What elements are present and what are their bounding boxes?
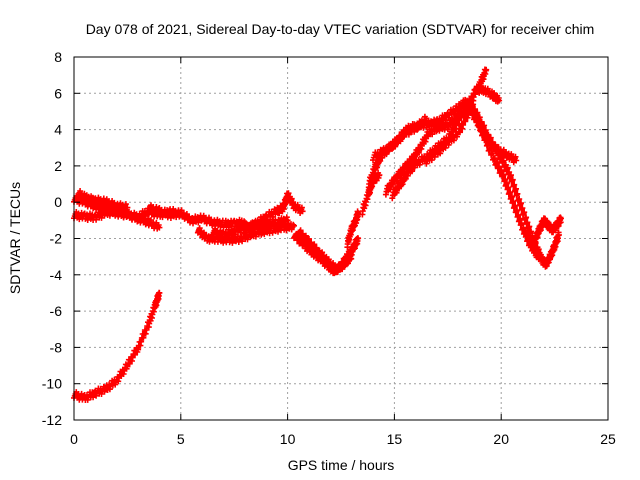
chart-title: Day 078 of 2021, Sidereal Day-to-day VTE… [86,21,595,37]
series-track-i [295,227,355,275]
series-track-r [474,120,543,263]
series-marks [474,120,543,263]
series-marks [295,227,355,275]
series-track-c [75,188,131,214]
y-tick-label: -10 [42,376,62,392]
series-marks [145,202,248,231]
series-marks [241,190,306,236]
series-marks [370,113,430,164]
y-tick-label: 6 [54,85,62,101]
series-marks [75,188,131,214]
y-tick-label: -4 [50,267,63,283]
series-track-s [532,214,564,245]
x-axis-label: GPS time / hours [288,457,395,473]
y-tick-label: 2 [54,158,62,174]
series-track-t [71,289,163,403]
series-track-d [145,202,248,231]
y-tick-label: 8 [54,49,62,65]
y-tick-label: -12 [42,412,62,428]
y-tick-label: 4 [54,122,62,138]
series-track-m [370,113,430,164]
y-tick-label: -8 [50,339,63,355]
y-axis-label: SDTVAR / TECUs [7,182,23,294]
x-tick-label: 15 [387,431,403,447]
series-marks [532,214,564,245]
x-tick-label: 5 [177,431,185,447]
series-track-g [241,190,306,236]
x-tick-label: 20 [493,431,509,447]
data-points [71,66,564,403]
y-tick-label: -6 [50,303,63,319]
series-track-l [365,96,470,191]
x-tick-label: 0 [70,431,78,447]
series-marks [71,289,163,403]
grid-lines [74,57,608,420]
y-tick-label: 0 [54,194,62,210]
series-track-j [344,208,362,251]
axis-ticks: 0 5 10 15 20 25 -12 -10 -8 -6 -4 -2 0 2 4 6 8 [42,49,616,447]
y-tick-label: -2 [50,231,63,247]
series-marks [344,208,362,251]
series-marks [365,96,470,191]
x-tick-label: 10 [280,431,296,447]
x-tick-label: 25 [600,431,616,447]
series-track-q [468,101,562,270]
series-marks [468,101,562,270]
